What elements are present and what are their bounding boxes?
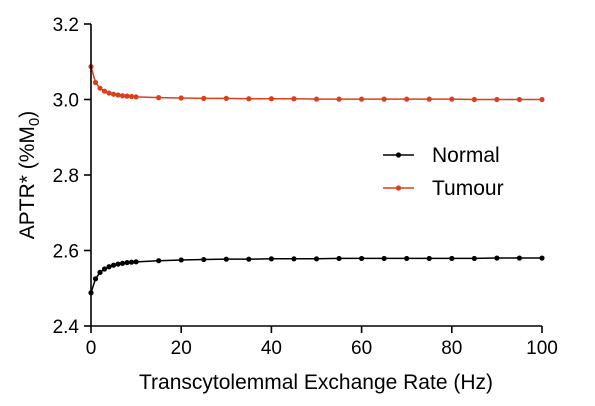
data-point-tumour bbox=[115, 92, 121, 98]
data-point-normal bbox=[223, 256, 229, 262]
data-point-normal bbox=[128, 259, 135, 265]
data-point-tumour bbox=[246, 96, 252, 102]
data-point-tumour bbox=[106, 90, 112, 96]
data-point-tumour bbox=[404, 96, 410, 102]
data-point-normal bbox=[291, 256, 297, 262]
legend-entry-tumour: Tumour bbox=[383, 177, 504, 200]
x-tick-label: 80 bbox=[441, 338, 462, 359]
data-point-tumour bbox=[291, 96, 297, 102]
data-point-normal bbox=[381, 255, 387, 262]
data-point-tumour bbox=[494, 96, 500, 103]
x-axis-title: Transcytolemmal Exchange Rate (Hz) bbox=[139, 371, 493, 394]
legend: Normal Tumour bbox=[383, 144, 504, 200]
series-layer bbox=[88, 64, 545, 296]
legend-swatch-marker bbox=[395, 152, 402, 158]
x-tick-label: 100 bbox=[526, 338, 558, 359]
data-point-tumour bbox=[539, 96, 545, 103]
x-tick-label: 60 bbox=[351, 338, 372, 359]
data-point-normal bbox=[156, 258, 162, 264]
data-point-normal bbox=[178, 257, 184, 263]
y-tick-label: 3.0 bbox=[53, 91, 79, 112]
data-point-normal bbox=[133, 259, 139, 265]
data-point-tumour bbox=[268, 96, 274, 102]
legend-swatch-marker bbox=[395, 185, 402, 191]
data-point-tumour bbox=[426, 96, 432, 102]
data-point-tumour bbox=[133, 94, 139, 100]
data-point-normal bbox=[115, 261, 121, 267]
y-axis-title-prefix: APTR* (%M bbox=[16, 126, 39, 239]
data-point-tumour bbox=[516, 96, 523, 103]
data-point-normal bbox=[336, 255, 342, 262]
data-point-tumour bbox=[201, 95, 207, 101]
x-tick-label: 20 bbox=[171, 338, 192, 359]
x-tick-label: 40 bbox=[261, 338, 282, 359]
data-point-normal bbox=[106, 264, 112, 270]
data-point-tumour bbox=[471, 96, 477, 103]
data-point-tumour bbox=[128, 93, 135, 100]
data-point-tumour bbox=[359, 96, 365, 102]
data-point-tumour bbox=[223, 95, 229, 101]
data-point-normal bbox=[124, 259, 130, 266]
data-point-tumour bbox=[449, 96, 455, 102]
data-point-tumour bbox=[381, 96, 387, 102]
y-axis-title: APTR* (%M0) bbox=[16, 111, 43, 240]
legend-label: Tumour bbox=[432, 177, 504, 200]
series-line-tumour bbox=[90, 66, 542, 101]
data-point-normal bbox=[110, 262, 117, 268]
axes-layer bbox=[90, 24, 542, 327]
data-point-normal bbox=[119, 260, 126, 266]
data-point-normal bbox=[201, 256, 207, 263]
data-point-tumour bbox=[110, 91, 117, 97]
data-point-tumour bbox=[336, 96, 342, 102]
x-tick-label: 0 bbox=[86, 338, 97, 359]
data-point-normal bbox=[268, 256, 274, 262]
data-point-tumour bbox=[119, 93, 126, 99]
data-point-tumour bbox=[124, 93, 130, 99]
data-point-normal bbox=[516, 255, 523, 261]
data-point-normal bbox=[404, 255, 410, 262]
data-point-normal bbox=[449, 255, 455, 262]
data-point-normal bbox=[97, 269, 103, 275]
legend-label: Normal bbox=[432, 144, 500, 167]
data-point-normal bbox=[101, 266, 108, 272]
data-point-normal bbox=[539, 255, 545, 261]
y-axis-title-suffix: ) bbox=[16, 111, 39, 118]
y-tick-label: 2.8 bbox=[53, 166, 79, 187]
data-point-normal bbox=[246, 256, 252, 262]
y-axis-title-subscript: 0 bbox=[26, 118, 43, 126]
data-point-tumour bbox=[92, 79, 99, 86]
data-point-tumour bbox=[178, 95, 184, 101]
legend-entry-normal: Normal bbox=[383, 144, 500, 167]
ticks-layer: 0 20 40 60 80 100 2.4 2.6 2.8 3.0 3.2 bbox=[53, 15, 558, 359]
y-tick-label: 2.4 bbox=[53, 317, 80, 338]
data-point-normal bbox=[359, 255, 365, 262]
data-point-normal bbox=[471, 255, 477, 262]
y-tick-label: 3.2 bbox=[53, 15, 79, 36]
series-normal bbox=[88, 255, 545, 296]
data-point-normal bbox=[426, 255, 432, 262]
data-point-tumour bbox=[97, 85, 103, 91]
series-tumour bbox=[88, 64, 545, 103]
data-point-normal bbox=[92, 276, 99, 282]
data-point-normal bbox=[313, 256, 320, 262]
data-point-tumour bbox=[156, 95, 162, 101]
y-tick-label: 2.6 bbox=[53, 242, 79, 263]
data-point-tumour bbox=[101, 88, 108, 94]
data-point-normal bbox=[494, 255, 500, 261]
data-point-tumour bbox=[313, 96, 320, 102]
